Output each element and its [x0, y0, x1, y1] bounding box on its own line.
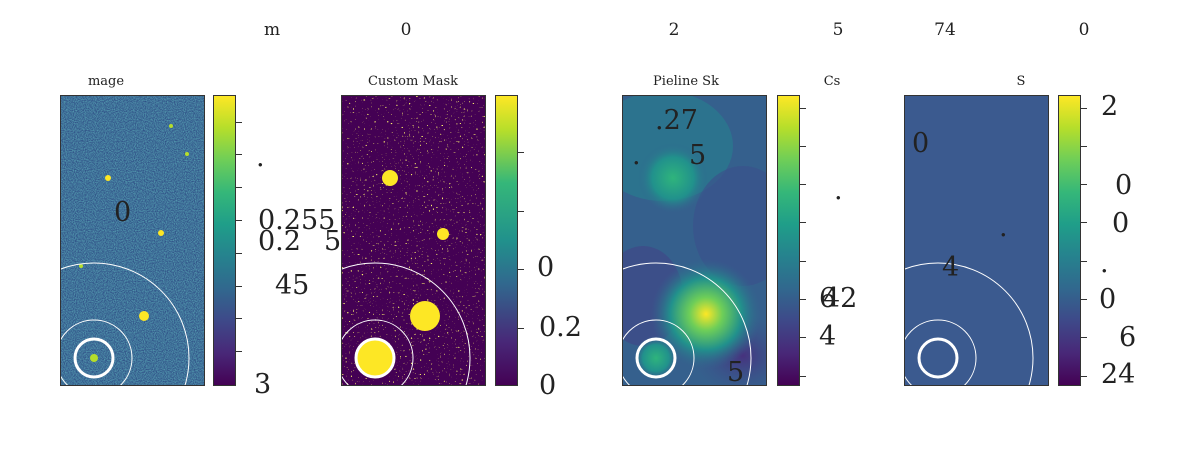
panel-title-image: mage — [87, 74, 125, 89]
mask-blob — [437, 228, 449, 240]
aperture-circle — [635, 337, 677, 379]
annulus-outer — [342, 262, 471, 385]
s-cbar-label: 24 — [1101, 359, 1136, 390]
panel-title-cs: Cs — [823, 74, 841, 89]
top-label-1: m — [263, 20, 281, 40]
image-overlay-label: 0 — [114, 197, 132, 228]
sky-cbar-label: . — [834, 175, 843, 206]
mask-blob — [410, 301, 440, 331]
s-overlay-label: 4 — [942, 252, 960, 283]
s-cbar-label: 2 — [1101, 91, 1119, 122]
s-cbar-label: 6 — [1119, 322, 1137, 353]
mask-cbar-label: 0 — [539, 370, 557, 401]
mask-blob — [382, 170, 398, 186]
sky-cbar-label: 42 — [823, 283, 858, 314]
top-label-2: 0 — [400, 20, 412, 40]
annulus-outer — [905, 262, 1034, 385]
image-cbar-label: 45 — [275, 270, 310, 301]
s-panel — [904, 95, 1049, 386]
annulus-inner — [342, 319, 414, 385]
top-label-4: 5 — [832, 20, 844, 40]
annulus-outer — [61, 262, 190, 385]
star-source — [105, 175, 111, 181]
aperture-circle — [354, 337, 396, 379]
annulus-inner — [905, 319, 977, 385]
star-source — [158, 230, 164, 236]
star-source — [90, 354, 98, 362]
s-heatmap — [905, 96, 1048, 385]
sky-overlay-label: 5 — [689, 140, 707, 171]
top-label-6: 0 — [1078, 20, 1090, 40]
s-cbar-label: 0 — [1112, 208, 1130, 239]
image-heatmap — [61, 96, 204, 385]
aperture-circle — [917, 337, 959, 379]
sky-overlay-label: .27 — [655, 105, 698, 136]
s-colorbar — [1058, 95, 1081, 386]
top-label-5: 74 — [934, 20, 956, 40]
star-source — [139, 311, 149, 321]
s-cbar-label: 0 — [1099, 284, 1117, 315]
aperture-circle — [73, 337, 115, 379]
image-extra-label: 5 — [324, 226, 342, 257]
sky-colorbar — [777, 95, 800, 386]
mask-heatmap — [342, 96, 485, 385]
sky-overlay-label: . — [632, 140, 641, 171]
sky-cbar-label: 6 — [819, 283, 837, 314]
mask-cbar-label: 0.2 — [539, 312, 582, 343]
annulus-outer — [623, 262, 752, 385]
panel-title-mask: Custom Mask — [367, 74, 459, 89]
image-cbar-label: 0.2 — [258, 226, 301, 257]
s-overlay-label: . — [999, 212, 1008, 243]
annulus-inner — [61, 319, 133, 385]
sky-panel — [622, 95, 767, 386]
mask-cbar-label: 0 — [537, 252, 555, 283]
sky-heatmap — [623, 96, 766, 385]
s-overlay-label: 0 — [912, 128, 930, 159]
image-cbar-label: 3 — [254, 369, 272, 400]
mask-blob — [357, 340, 393, 376]
top-label-3: 2 — [668, 20, 680, 40]
mask-colorbar — [495, 95, 518, 386]
sky-hotspot — [651, 259, 761, 369]
panel-title-sky: Pieline Sk — [653, 74, 719, 89]
image-panel — [60, 95, 205, 386]
mask-panel — [341, 95, 486, 386]
image-cbar-label: 0.255 — [258, 205, 336, 236]
image-cbar-label: . — [256, 142, 265, 173]
annulus-inner — [623, 319, 695, 385]
sky-cbar-label: 4 — [819, 321, 837, 352]
s-cbar-label: 0 — [1115, 170, 1133, 201]
sky-overlay-label: 5 — [727, 357, 745, 388]
image-colorbar — [213, 95, 236, 386]
panel-title-s: S — [1016, 74, 1026, 89]
s-cbar-label: . — [1100, 248, 1109, 279]
